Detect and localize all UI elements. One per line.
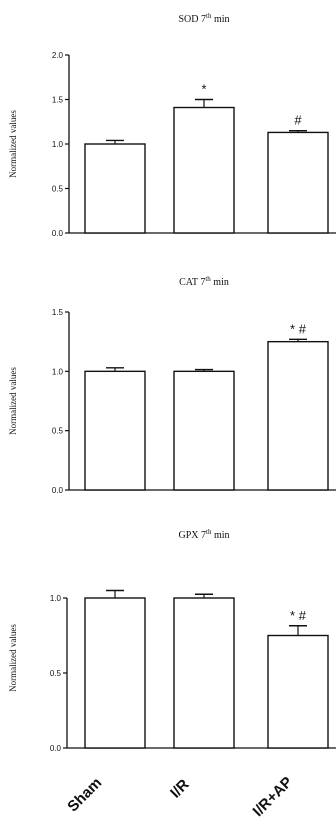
chart-title-sup: th bbox=[206, 12, 212, 20]
chart-title-tail: min bbox=[211, 530, 229, 541]
y-tick-label: 1.5 bbox=[52, 308, 64, 317]
y-axis-label: Normalized values bbox=[8, 624, 18, 692]
chart-title: SOD 7th min bbox=[178, 12, 229, 25]
y-tick-label: 0.0 bbox=[52, 486, 64, 495]
x-tick-label: I/R bbox=[167, 776, 193, 802]
y-tick-label: 1.0 bbox=[52, 140, 64, 149]
bar bbox=[84, 597, 146, 749]
bar bbox=[84, 370, 146, 491]
chart-panel: SOD 7th min Normalized values 0.0 0.5 1.0 1.5… bbox=[8, 12, 336, 238]
bar bbox=[173, 370, 235, 491]
chart-title-sup: th bbox=[205, 275, 211, 283]
chart-title-main: CAT 7 bbox=[179, 277, 205, 288]
chart-panel: CAT 7th min Normalized values 0.0 0.5 1.0 1.5… bbox=[8, 275, 336, 495]
y-tick-label: 0.0 bbox=[50, 744, 62, 753]
chart-title-main: SOD 7 bbox=[178, 14, 206, 25]
x-tick-label: I/R+AP bbox=[250, 774, 297, 821]
y-tick-label: 0.5 bbox=[52, 427, 64, 436]
significance-marker: * # bbox=[290, 321, 307, 336]
y-tick-label: 1.0 bbox=[50, 594, 62, 603]
significance-marker: * # bbox=[290, 608, 307, 623]
chart-title: CAT 7th min bbox=[179, 275, 229, 288]
chart-title-main: GPX 7 bbox=[178, 530, 206, 541]
chart-title-tail: min bbox=[211, 277, 229, 288]
chart-title: GPX 7th min bbox=[178, 528, 229, 541]
bar bbox=[84, 143, 146, 234]
y-tick-label: 0.5 bbox=[50, 669, 62, 678]
significance-marker: * bbox=[201, 82, 206, 97]
x-tick-label: Sham bbox=[64, 774, 105, 815]
bar bbox=[173, 597, 235, 749]
chart-title-tail: min bbox=[211, 14, 229, 25]
x-tick-labels: Sham I/R I/R+AP bbox=[64, 774, 296, 821]
bar bbox=[173, 106, 235, 234]
bar bbox=[267, 131, 329, 234]
chart-panel: GPX 7th min Normalized values 0.0 0.5 1.0 * # bbox=[8, 528, 336, 753]
significance-marker: # bbox=[294, 113, 302, 128]
y-axis-label: Normalized values bbox=[8, 367, 18, 435]
y-tick-label: 1.5 bbox=[52, 96, 64, 105]
bar bbox=[267, 634, 329, 749]
y-axis-label: Normalized values bbox=[8, 110, 18, 178]
y-tick-label: 0.5 bbox=[52, 185, 64, 194]
chart-title-sup: th bbox=[206, 528, 212, 536]
bar bbox=[267, 340, 329, 491]
y-tick-label: 2.0 bbox=[52, 51, 64, 60]
y-tick-label: 0.0 bbox=[52, 229, 64, 238]
y-tick-label: 1.0 bbox=[52, 367, 64, 376]
